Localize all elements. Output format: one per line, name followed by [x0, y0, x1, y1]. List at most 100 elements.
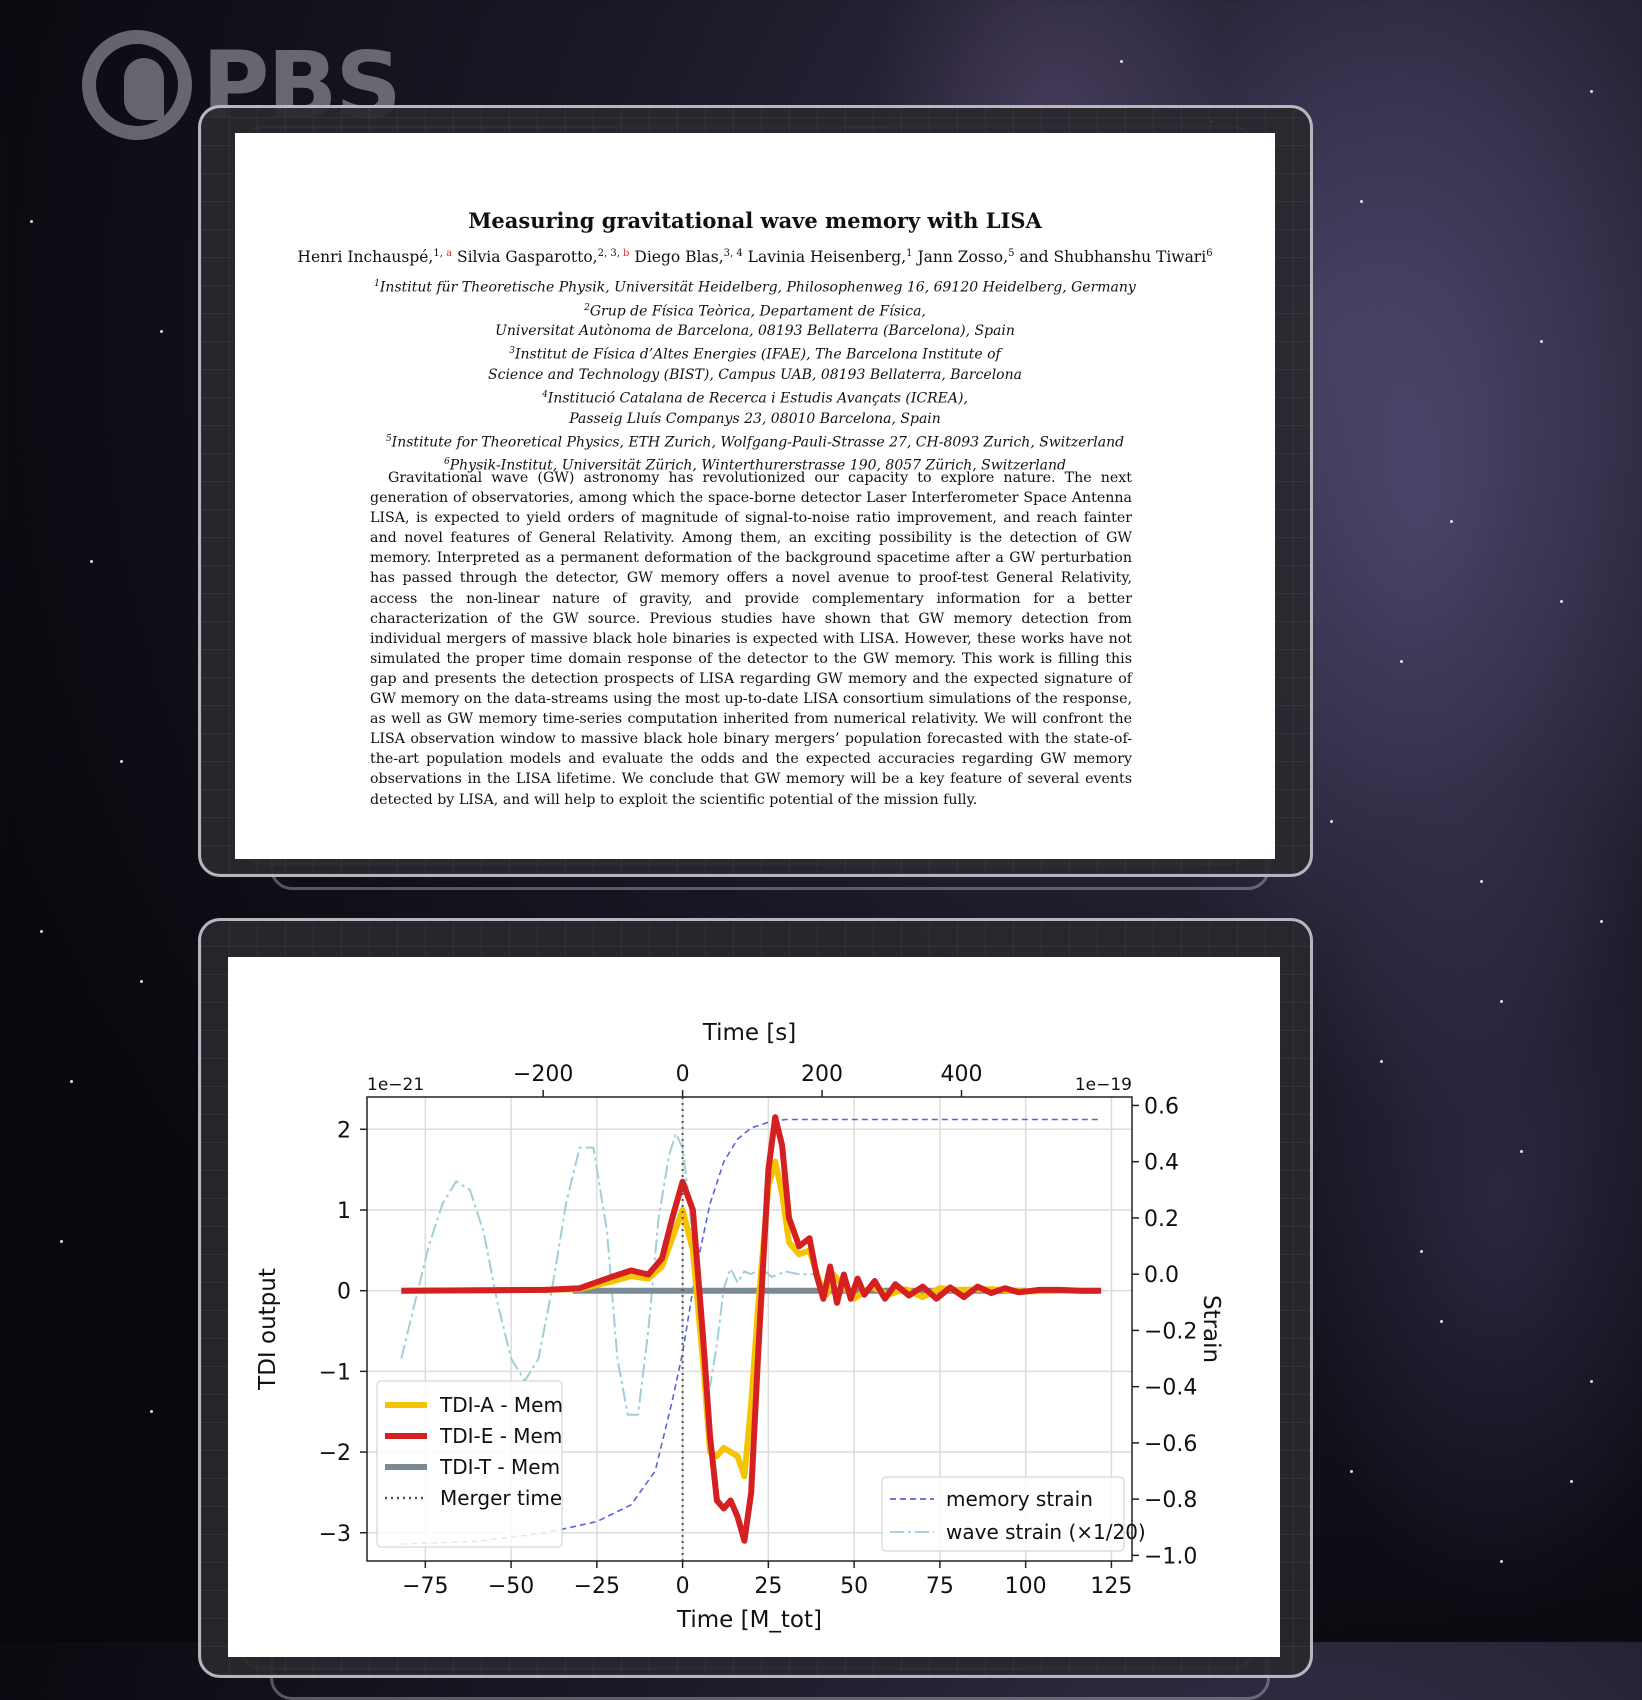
affiliation-number: 5	[385, 433, 392, 444]
x-tick-label: 75	[926, 1574, 954, 1599]
author-affiliation-marker: 2, 3, b	[597, 248, 630, 259]
y-right-tick-label: −0.2	[1144, 1319, 1197, 1344]
legend-left-label: TDI-T - Mem	[439, 1455, 560, 1479]
series-wave-strain	[400, 1130, 820, 1416]
star	[150, 1410, 153, 1413]
plot-frame	[366, 1096, 1133, 1562]
x-tick-label: −25	[574, 1574, 620, 1599]
affiliation-line: 1Institut für Theoretische Physik, Unive…	[235, 274, 1275, 298]
star	[160, 330, 163, 333]
star	[1480, 880, 1483, 883]
x-axis-label: Time [M_tot]	[676, 1607, 822, 1633]
x-top-axis-label: Time [s]	[702, 1020, 797, 1046]
star	[1380, 1060, 1383, 1063]
author-list: Henri Inchauspé,1, a Silvia Gasparotto,2…	[235, 248, 1275, 266]
author-name: Jann Zosso,	[917, 248, 1009, 267]
star	[1590, 90, 1593, 93]
author: Henri Inchauspé,1, a	[297, 248, 452, 266]
y-right-tick-label: −0.4	[1144, 1376, 1197, 1401]
author: Jann Zosso,5	[917, 248, 1014, 266]
affiliation-number: 3	[509, 346, 515, 357]
x-tick-label: 100	[1005, 1574, 1047, 1599]
y-right-tick-label: −0.8	[1144, 1488, 1197, 1513]
legend-left-label: TDI-A - Mem	[439, 1393, 563, 1417]
affiliation-line: 2Grup de Física Teòrica, Departament de …	[235, 298, 1275, 322]
author-footnote-link[interactable]: b	[619, 248, 630, 259]
y-right-tick-label: 0.4	[1144, 1151, 1179, 1176]
star	[120, 760, 123, 763]
star	[30, 220, 33, 223]
star	[140, 980, 143, 983]
legend-right-box	[881, 1476, 1125, 1552]
star	[1590, 1380, 1593, 1383]
y-right-axis-label: Strain	[1198, 1295, 1224, 1363]
series-memory-strain	[401, 1118, 1102, 1545]
x-tick-label: 125	[1090, 1574, 1132, 1599]
paper-page: Measuring gravitational wave memory with…	[235, 133, 1275, 859]
author-affiliation-marker: 1, a	[433, 248, 453, 259]
affiliation-line: 6Physik-Institut, Universität Zürich, Wi…	[235, 452, 1275, 476]
author-name: and Shubhanshu Tiwari	[1019, 248, 1207, 267]
author: Silvia Gasparotto,2, 3, b	[457, 248, 629, 266]
y-right-tick-label: 0.6	[1144, 1094, 1179, 1119]
star	[1360, 200, 1363, 203]
affiliation-list: 1Institut für Theoretische Physik, Unive…	[235, 274, 1275, 476]
x-top-tick-label: 200	[801, 1062, 843, 1087]
star	[1400, 660, 1403, 663]
y-left-axis-label: TDI output	[255, 1268, 281, 1391]
author: Diego Blas,3, 4	[634, 248, 742, 266]
legend-left-label: TDI-E - Mem	[439, 1424, 562, 1448]
star	[40, 930, 43, 933]
y-right-offset: 1e−19	[1075, 1075, 1132, 1095]
legend-left-box	[376, 1380, 563, 1548]
affiliation-text: Institut für Theoretische Physik, Univer…	[379, 279, 1136, 296]
affiliation-line: 4Institució Catalana de Recerca i Estudi…	[235, 385, 1275, 409]
star	[1420, 1250, 1423, 1253]
author-name: Silvia Gasparotto,	[456, 248, 598, 267]
affiliation-text: Institució Catalana de Recerca i Estudis…	[547, 390, 968, 407]
author-name: Henri Inchauspé,	[297, 248, 434, 267]
star	[1330, 820, 1333, 823]
affiliation-text: Institute for Theoretical Physics, ETH Z…	[391, 434, 1125, 451]
affiliation-number: 1	[374, 279, 380, 289]
x-tick-label: −75	[402, 1574, 448, 1599]
author-footnote-link[interactable]: a	[442, 248, 453, 259]
star	[1500, 1560, 1503, 1563]
star	[1540, 340, 1543, 343]
x-top-tick-label: −200	[513, 1062, 573, 1087]
legend-left-label: Merger time	[440, 1486, 562, 1510]
affiliation-line: 3Institut de Física d’Altes Energies (IF…	[235, 341, 1275, 365]
x-top-tick-label: 400	[941, 1062, 983, 1087]
x-tick-label: 50	[840, 1574, 868, 1599]
affiliation-text: Institut de Física d’Altes Energies (IFA…	[514, 346, 1001, 363]
x-tick-label: 25	[754, 1574, 782, 1599]
star	[1600, 920, 1603, 923]
affiliation-number: 2	[584, 302, 590, 313]
star	[1570, 1480, 1573, 1483]
legend-right-label: wave strain (×1/20)	[946, 1520, 1146, 1544]
author-affiliation-marker: 6	[1206, 248, 1213, 259]
affiliation-text: Physik-Institut, Universität Zürich, Win…	[449, 457, 1066, 474]
author: and Shubhanshu Tiwari6	[1019, 248, 1212, 266]
y-left-tick-label: 2	[337, 1118, 351, 1143]
y-right-tick-label: −0.6	[1144, 1432, 1197, 1457]
affiliation-text: Universitat Autònoma de Barcelona, 08193…	[495, 323, 1015, 340]
pbs-head-icon	[82, 30, 192, 140]
y-left-tick-label: −2	[319, 1441, 351, 1466]
star	[1520, 1150, 1523, 1153]
y-right-tick-label: 0.0	[1144, 1263, 1179, 1288]
author-affiliation-marker: 1	[906, 248, 913, 259]
y-right-tick-label: −1.0	[1144, 1544, 1197, 1569]
affiliation-text: Science and Technology (BIST), Campus UA…	[488, 366, 1022, 383]
affiliation-text: Passeig Lluís Companys 23, 08010 Barcelo…	[569, 410, 941, 427]
star	[90, 560, 93, 563]
paper-title: Measuring gravitational wave memory with…	[468, 208, 1042, 233]
affiliation-number: 4	[542, 389, 548, 400]
author-name: Diego Blas,	[634, 248, 724, 267]
x-tick-label: −50	[488, 1574, 534, 1599]
y-left-tick-label: −1	[319, 1360, 351, 1385]
star	[1450, 520, 1453, 523]
author-affiliation-marker: 5	[1008, 248, 1015, 259]
chart-card: −75 −50 −25 0 25 50 75 100 125 −200 0 200 400 −3 −2 −1 0…	[228, 957, 1280, 1657]
affiliation-line: Universitat Autònoma de Barcelona, 08193…	[235, 321, 1275, 341]
